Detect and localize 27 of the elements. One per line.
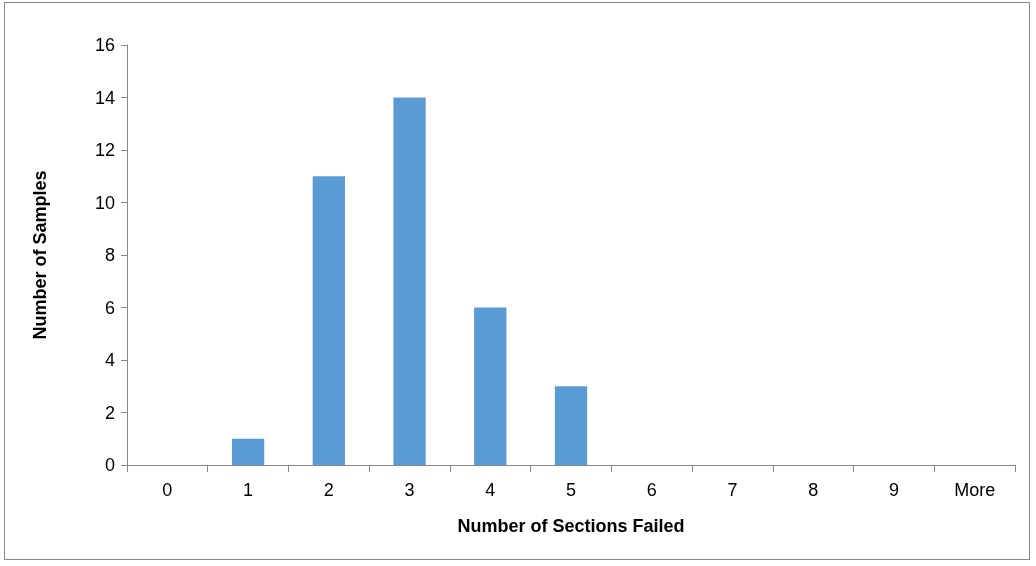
x-axis-title: Number of Sections Failed [457,516,685,536]
y-tick-label: 14 [94,87,115,108]
y-tick-label: 0 [104,455,115,475]
y-tick-label: 16 [94,35,115,55]
x-tick-label: 6 [646,480,657,500]
bar [231,438,265,465]
y-tick-label: 4 [104,350,115,370]
y-tick-label: 2 [104,402,115,423]
bar [554,386,588,465]
y-tick-label: 8 [104,245,115,265]
bar [312,176,345,465]
x-tick-label: 2 [323,480,334,500]
y-tick-label: 12 [94,140,115,160]
x-tick-label: 5 [565,480,577,500]
x-tick-label: 1 [243,480,254,500]
y-tick-label: 10 [94,192,115,213]
x-tick-label: 7 [727,480,738,500]
x-tick-label: 9 [888,480,899,500]
x-tick-label: 0 [162,480,173,500]
x-tick-label: 4 [485,480,496,500]
x-tick-label: More [954,480,996,500]
x-tick-label: 3 [404,480,415,500]
y-tick-label: 6 [104,297,115,318]
y-axis-title: Number of Samples [30,170,50,340]
bar [474,307,507,465]
x-tick-label: 8 [808,480,819,500]
bar [393,97,426,465]
